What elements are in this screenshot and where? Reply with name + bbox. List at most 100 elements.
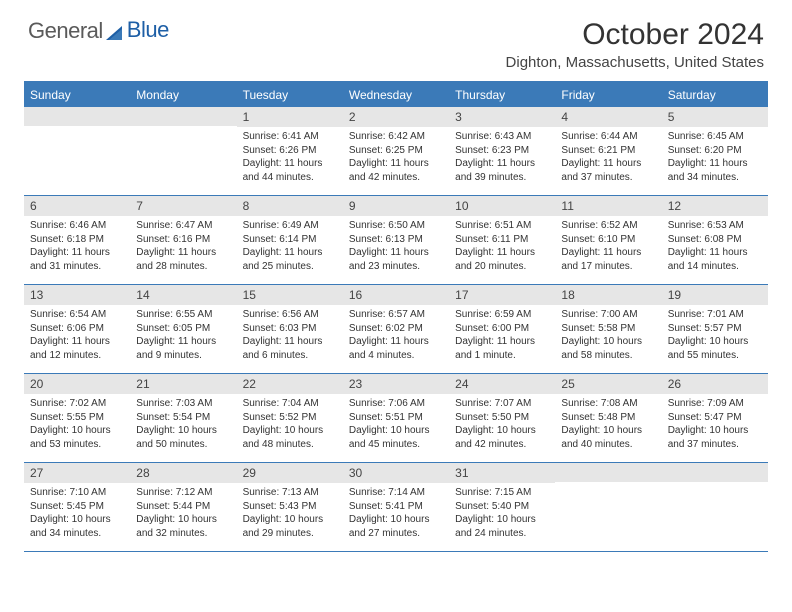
day-d2: and 9 minutes. bbox=[136, 349, 230, 363]
day-d1: Daylight: 10 hours bbox=[561, 424, 655, 438]
day-sr: Sunrise: 6:46 AM bbox=[30, 219, 124, 233]
weekday-header-row: SundayMondayTuesdayWednesdayThursdayFrid… bbox=[24, 83, 768, 107]
calendar-table: SundayMondayTuesdayWednesdayThursdayFrid… bbox=[24, 81, 768, 552]
day-cell: 19Sunrise: 7:01 AMSunset: 5:57 PMDayligh… bbox=[662, 285, 768, 373]
day-ss: Sunset: 5:43 PM bbox=[243, 500, 337, 514]
day-details: Sunrise: 7:04 AMSunset: 5:52 PMDaylight:… bbox=[237, 394, 343, 455]
day-number: 13 bbox=[24, 285, 130, 305]
day-ss: Sunset: 6:13 PM bbox=[349, 233, 443, 247]
day-cell: 20Sunrise: 7:02 AMSunset: 5:55 PMDayligh… bbox=[24, 374, 130, 462]
day-details: Sunrise: 7:03 AMSunset: 5:54 PMDaylight:… bbox=[130, 394, 236, 455]
day-cell: 25Sunrise: 7:08 AMSunset: 5:48 PMDayligh… bbox=[555, 374, 661, 462]
day-number: 3 bbox=[449, 107, 555, 127]
day-number: 2 bbox=[343, 107, 449, 127]
day-cell: 24Sunrise: 7:07 AMSunset: 5:50 PMDayligh… bbox=[449, 374, 555, 462]
day-number: 20 bbox=[24, 374, 130, 394]
day-details: Sunrise: 6:51 AMSunset: 6:11 PMDaylight:… bbox=[449, 216, 555, 277]
day-details: Sunrise: 6:46 AMSunset: 6:18 PMDaylight:… bbox=[24, 216, 130, 277]
day-details: Sunrise: 7:02 AMSunset: 5:55 PMDaylight:… bbox=[24, 394, 130, 455]
day-d1: Daylight: 11 hours bbox=[30, 335, 124, 349]
day-sr: Sunrise: 7:09 AM bbox=[668, 397, 762, 411]
day-d2: and 34 minutes. bbox=[30, 527, 124, 541]
day-sr: Sunrise: 7:14 AM bbox=[349, 486, 443, 500]
week-row: 13Sunrise: 6:54 AMSunset: 6:06 PMDayligh… bbox=[24, 285, 768, 374]
day-details: Sunrise: 6:49 AMSunset: 6:14 PMDaylight:… bbox=[237, 216, 343, 277]
week-row: 1Sunrise: 6:41 AMSunset: 6:26 PMDaylight… bbox=[24, 107, 768, 196]
day-sr: Sunrise: 7:10 AM bbox=[30, 486, 124, 500]
day-cell: 30Sunrise: 7:14 AMSunset: 5:41 PMDayligh… bbox=[343, 463, 449, 551]
day-ss: Sunset: 5:50 PM bbox=[455, 411, 549, 425]
day-number: 18 bbox=[555, 285, 661, 305]
day-ss: Sunset: 6:21 PM bbox=[561, 144, 655, 158]
day-ss: Sunset: 6:10 PM bbox=[561, 233, 655, 247]
day-details: Sunrise: 7:12 AMSunset: 5:44 PMDaylight:… bbox=[130, 483, 236, 544]
day-number: 8 bbox=[237, 196, 343, 216]
day-d1: Daylight: 11 hours bbox=[455, 157, 549, 171]
day-cell: 27Sunrise: 7:10 AMSunset: 5:45 PMDayligh… bbox=[24, 463, 130, 551]
brand-triangle-icon bbox=[105, 23, 125, 41]
day-details: Sunrise: 6:43 AMSunset: 6:23 PMDaylight:… bbox=[449, 127, 555, 188]
weekday-header: Sunday bbox=[24, 83, 130, 107]
day-number: 25 bbox=[555, 374, 661, 394]
day-number: 12 bbox=[662, 196, 768, 216]
day-details: Sunrise: 7:06 AMSunset: 5:51 PMDaylight:… bbox=[343, 394, 449, 455]
day-d2: and 53 minutes. bbox=[30, 438, 124, 452]
day-cell: 3Sunrise: 6:43 AMSunset: 6:23 PMDaylight… bbox=[449, 107, 555, 195]
day-sr: Sunrise: 6:52 AM bbox=[561, 219, 655, 233]
day-ss: Sunset: 5:48 PM bbox=[561, 411, 655, 425]
day-d2: and 6 minutes. bbox=[243, 349, 337, 363]
day-ss: Sunset: 6:11 PM bbox=[455, 233, 549, 247]
weekday-header: Saturday bbox=[662, 83, 768, 107]
day-sr: Sunrise: 6:57 AM bbox=[349, 308, 443, 322]
empty-day-bar bbox=[24, 107, 130, 126]
day-sr: Sunrise: 7:13 AM bbox=[243, 486, 337, 500]
day-d1: Daylight: 11 hours bbox=[561, 157, 655, 171]
day-ss: Sunset: 6:02 PM bbox=[349, 322, 443, 336]
day-d2: and 32 minutes. bbox=[136, 527, 230, 541]
day-details: Sunrise: 7:07 AMSunset: 5:50 PMDaylight:… bbox=[449, 394, 555, 455]
day-cell: 31Sunrise: 7:15 AMSunset: 5:40 PMDayligh… bbox=[449, 463, 555, 551]
day-number: 15 bbox=[237, 285, 343, 305]
day-cell: 13Sunrise: 6:54 AMSunset: 6:06 PMDayligh… bbox=[24, 285, 130, 373]
day-d2: and 20 minutes. bbox=[455, 260, 549, 274]
day-number: 5 bbox=[662, 107, 768, 127]
day-d1: Daylight: 10 hours bbox=[136, 424, 230, 438]
day-cell: 15Sunrise: 6:56 AMSunset: 6:03 PMDayligh… bbox=[237, 285, 343, 373]
day-d2: and 1 minute. bbox=[455, 349, 549, 363]
day-details: Sunrise: 7:09 AMSunset: 5:47 PMDaylight:… bbox=[662, 394, 768, 455]
day-number: 9 bbox=[343, 196, 449, 216]
day-number: 1 bbox=[237, 107, 343, 127]
day-sr: Sunrise: 6:42 AM bbox=[349, 130, 443, 144]
day-number: 23 bbox=[343, 374, 449, 394]
day-d1: Daylight: 11 hours bbox=[243, 335, 337, 349]
day-sr: Sunrise: 6:50 AM bbox=[349, 219, 443, 233]
day-number: 7 bbox=[130, 196, 236, 216]
page-header: General Blue October 2024 Dighton, Massa… bbox=[0, 0, 792, 75]
day-details: Sunrise: 7:01 AMSunset: 5:57 PMDaylight:… bbox=[662, 305, 768, 366]
day-sr: Sunrise: 6:54 AM bbox=[30, 308, 124, 322]
day-d1: Daylight: 10 hours bbox=[668, 424, 762, 438]
day-sr: Sunrise: 6:43 AM bbox=[455, 130, 549, 144]
day-ss: Sunset: 6:05 PM bbox=[136, 322, 230, 336]
day-sr: Sunrise: 6:45 AM bbox=[668, 130, 762, 144]
day-ss: Sunset: 6:14 PM bbox=[243, 233, 337, 247]
weekday-header: Thursday bbox=[449, 83, 555, 107]
day-d2: and 45 minutes. bbox=[349, 438, 443, 452]
week-row: 20Sunrise: 7:02 AMSunset: 5:55 PMDayligh… bbox=[24, 374, 768, 463]
brand-word-1: General bbox=[28, 18, 103, 44]
day-ss: Sunset: 5:55 PM bbox=[30, 411, 124, 425]
day-details: Sunrise: 6:53 AMSunset: 6:08 PMDaylight:… bbox=[662, 216, 768, 277]
day-d1: Daylight: 10 hours bbox=[349, 424, 443, 438]
day-d2: and 55 minutes. bbox=[668, 349, 762, 363]
day-details: Sunrise: 6:44 AMSunset: 6:21 PMDaylight:… bbox=[555, 127, 661, 188]
day-cell: 6Sunrise: 6:46 AMSunset: 6:18 PMDaylight… bbox=[24, 196, 130, 284]
title-block: October 2024 Dighton, Massachusetts, Uni… bbox=[506, 18, 764, 71]
day-d2: and 29 minutes. bbox=[243, 527, 337, 541]
day-cell bbox=[130, 107, 236, 195]
day-details: Sunrise: 6:54 AMSunset: 6:06 PMDaylight:… bbox=[24, 305, 130, 366]
weekday-header: Monday bbox=[130, 83, 236, 107]
day-cell: 16Sunrise: 6:57 AMSunset: 6:02 PMDayligh… bbox=[343, 285, 449, 373]
day-ss: Sunset: 6:03 PM bbox=[243, 322, 337, 336]
day-d2: and 40 minutes. bbox=[561, 438, 655, 452]
day-d1: Daylight: 11 hours bbox=[455, 246, 549, 260]
